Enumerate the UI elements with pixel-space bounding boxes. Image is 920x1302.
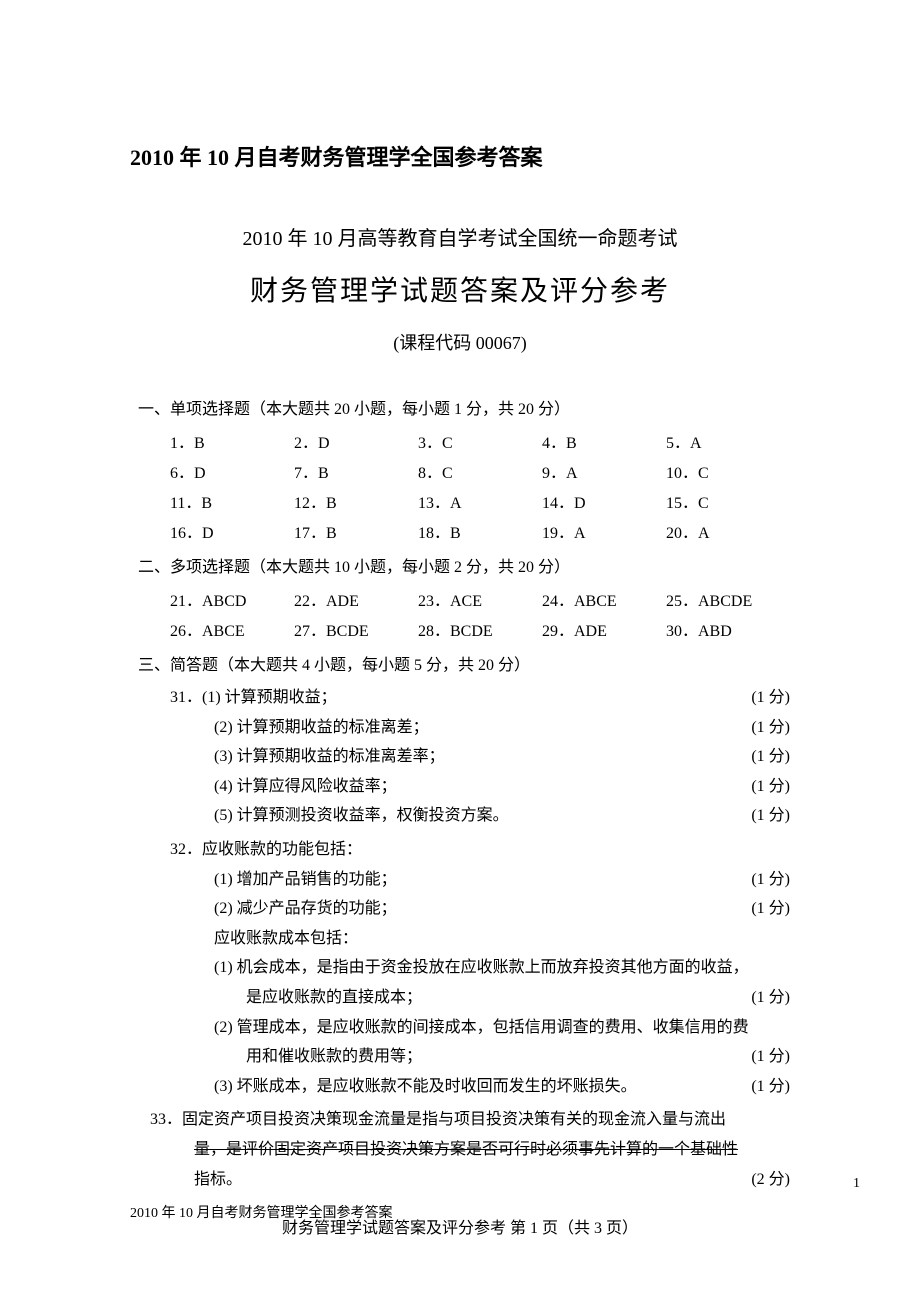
- section-1-header: 一、单项选择题（本大题共 20 小题，每小题 1 分，共 20 分）: [138, 395, 790, 419]
- section-1-answers: 1．B 2．D 3．C 4．B 5．A 6．D 7．B 8．C 9．A 10．C…: [170, 427, 790, 545]
- q32-l6: (3) 坏账成本，是应收账款不能及时收回而发生的坏账损失。: [170, 1074, 731, 1100]
- answer-cell: 7．B: [294, 457, 418, 485]
- q32-l5: (2) 管理成本，是应收账款的间接成本，包括信用调查的费用、收集信用的费: [170, 1015, 790, 1041]
- q32-l4: (1) 机会成本，是指由于资金投放在应收账款上而放弃投资其他方面的收益，: [170, 955, 790, 981]
- q32-l4b: 是应收账款的直接成本；: [170, 985, 731, 1011]
- answer-cell: 27．BCDE: [294, 615, 418, 643]
- score-label: (2 分): [731, 1167, 790, 1193]
- answer-cell: 10．C: [666, 457, 790, 485]
- score-label: (1 分): [731, 1044, 790, 1070]
- answer-cell: 29．ADE: [542, 615, 666, 643]
- answer-cell: 14．D: [542, 487, 666, 515]
- answer-cell: 12．B: [294, 487, 418, 515]
- answer-cell: 30．ABD: [666, 615, 790, 643]
- score-label: (1 分): [731, 896, 790, 922]
- main-title: 2010 年 10 月自考财务管理学全国参考答案: [130, 140, 790, 172]
- sub-title-2: 财务管理学试题答案及评分参考: [130, 269, 790, 309]
- answer-cell: 21．ABCD: [170, 585, 294, 613]
- score-label: (1 分): [731, 744, 790, 770]
- answer-cell: 15．C: [666, 487, 790, 515]
- answer-cell: 11．B: [170, 487, 294, 515]
- q32-num: 32．应收账款的功能包括：: [170, 837, 790, 863]
- answer-cell: 5．A: [666, 427, 790, 455]
- q32-l1: (1) 增加产品销售的功能；: [170, 867, 731, 893]
- question-33: 33．固定资产项目投资决策现金流量是指与项目投资决策有关的现金流入量与流出 量，…: [150, 1105, 790, 1194]
- q32-l5b: 用和催收账款的费用等；: [170, 1044, 731, 1070]
- score-label: (1 分): [731, 803, 790, 829]
- q32-l3: 应收账款成本包括：: [170, 926, 790, 952]
- section-2-header: 二、多项选择题（本大题共 10 小题，每小题 2 分，共 20 分）: [138, 553, 790, 577]
- course-code: (课程代码 00067): [130, 329, 790, 355]
- section-2-answers: 21．ABCD 22．ADE 23．ACE 24．ABCE 25．ABCDE 2…: [170, 585, 790, 643]
- q32-l2: (2) 减少产品存货的功能；: [170, 896, 731, 922]
- answer-cell: 20．A: [666, 517, 790, 545]
- answer-cell: 3．C: [418, 427, 542, 455]
- q31-l3: (3) 计算预期收益的标准离差率；: [170, 744, 731, 770]
- q31-l2: (2) 计算预期收益的标准离差；: [170, 715, 731, 741]
- bottom-footer: 2010 年 10 月自考财务管理学全国参考答案: [130, 1202, 393, 1222]
- score-label: (1 分): [731, 715, 790, 741]
- answer-cell: 6．D: [170, 457, 294, 485]
- question-31: 31．(1) 计算预期收益；(1 分) (2) 计算预期收益的标准离差；(1 分…: [170, 683, 790, 831]
- answer-cell: 8．C: [418, 457, 542, 485]
- answer-cell: 13．A: [418, 487, 542, 515]
- answer-cell: 4．B: [542, 427, 666, 455]
- answer-cell: 16．D: [170, 517, 294, 545]
- score-label: (1 分): [731, 685, 790, 711]
- answer-cell: 2．D: [294, 427, 418, 455]
- page-number: 1: [853, 1176, 860, 1192]
- q31-l4: (4) 计算应得风险收益率；: [170, 774, 731, 800]
- score-label: (1 分): [731, 1074, 790, 1100]
- q33-l3: 指标。: [150, 1167, 731, 1193]
- answer-cell: 18．B: [418, 517, 542, 545]
- answer-cell: 1．B: [170, 427, 294, 455]
- score-label: (1 分): [731, 985, 790, 1011]
- q31-l5: (5) 计算预测投资收益率，权衡投资方案。: [170, 803, 731, 829]
- q33-l1: 33．固定资产项目投资决策现金流量是指与项目投资决策有关的现金流入量与流出: [150, 1107, 790, 1133]
- sub-title-1: 2010 年 10 月高等教育自学考试全国统一命题考试: [130, 222, 790, 251]
- answer-cell: 24．ABCE: [542, 585, 666, 613]
- question-32: 32．应收账款的功能包括： (1) 增加产品销售的功能；(1 分) (2) 减少…: [170, 835, 790, 1101]
- answer-cell: 9．A: [542, 457, 666, 485]
- score-label: (1 分): [731, 867, 790, 893]
- answer-cell: 22．ADE: [294, 585, 418, 613]
- answer-cell: 25．ABCDE: [666, 585, 790, 613]
- answer-cell: 17．B: [294, 517, 418, 545]
- q31-l1: 31．(1) 计算预期收益；: [170, 685, 731, 711]
- answer-cell: 26．ABCE: [170, 615, 294, 643]
- answer-cell: 19．A: [542, 517, 666, 545]
- answer-cell: 23．ACE: [418, 585, 542, 613]
- section-3-header: 三、简答题（本大题共 4 小题，每小题 5 分，共 20 分）: [138, 651, 790, 675]
- answer-cell: 28．BCDE: [418, 615, 542, 643]
- score-label: (1 分): [731, 774, 790, 800]
- q33-l2-strike: 量，是评价固定资产项目投资决策方案是否可行时必须事先计算的一个基础性: [150, 1137, 790, 1163]
